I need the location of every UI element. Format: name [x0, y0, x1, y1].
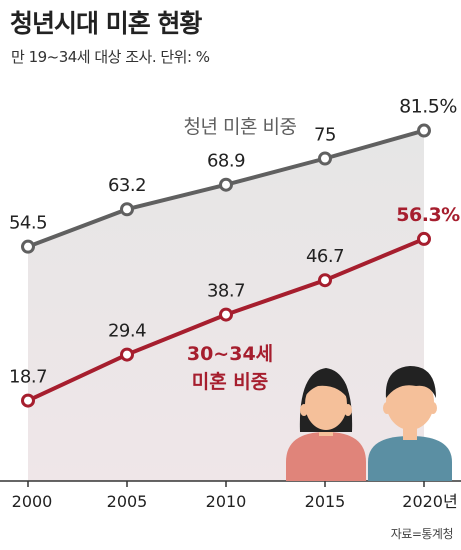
series-1-data-label: 46.7 [306, 246, 344, 267]
chart-subtitle: 만 19~34세 대상 조사. 단위: % [11, 48, 210, 66]
chart-title: 청년시대 미혼 현황 [10, 9, 202, 38]
man-icon [368, 366, 452, 481]
series-0-data-label: 54.5 [9, 213, 47, 234]
series-1-point [21, 393, 35, 408]
series-0-point [21, 239, 35, 254]
series-1-name: 30~34세 미혼 비중 [187, 343, 273, 393]
series-0-point [417, 123, 431, 138]
series-1-data-label: 56.3% [396, 204, 460, 226]
source-note: 자료=통계청 [390, 527, 454, 541]
woman-icon [286, 368, 366, 481]
series-0-data-label: 63.2 [108, 175, 146, 196]
series-1-data-label: 29.4 [108, 321, 146, 342]
series-0-point [219, 177, 233, 192]
series-0-data-label: 68.9 [207, 151, 245, 172]
x-tick-label: 2020년 [402, 492, 457, 511]
series-1-point [417, 231, 431, 246]
series-0-data-label: 75 [314, 125, 336, 146]
x-tick-label: 2010 [206, 492, 247, 511]
series-1-data-label: 18.7 [9, 367, 47, 388]
series-1-point [318, 273, 332, 288]
series-0-point [120, 202, 134, 217]
series-1-data-label: 38.7 [207, 281, 245, 302]
x-tick-label: 2000 [12, 492, 53, 511]
x-tick-label: 2005 [107, 492, 148, 511]
series-0-name: 청년 미혼 비중 [184, 116, 297, 138]
series-1-point [219, 307, 233, 322]
series-0-data-label: 81.5% [399, 96, 457, 118]
series-0-point [318, 151, 332, 166]
series-1-point [120, 347, 134, 362]
x-tick-label: 2015 [305, 492, 346, 511]
